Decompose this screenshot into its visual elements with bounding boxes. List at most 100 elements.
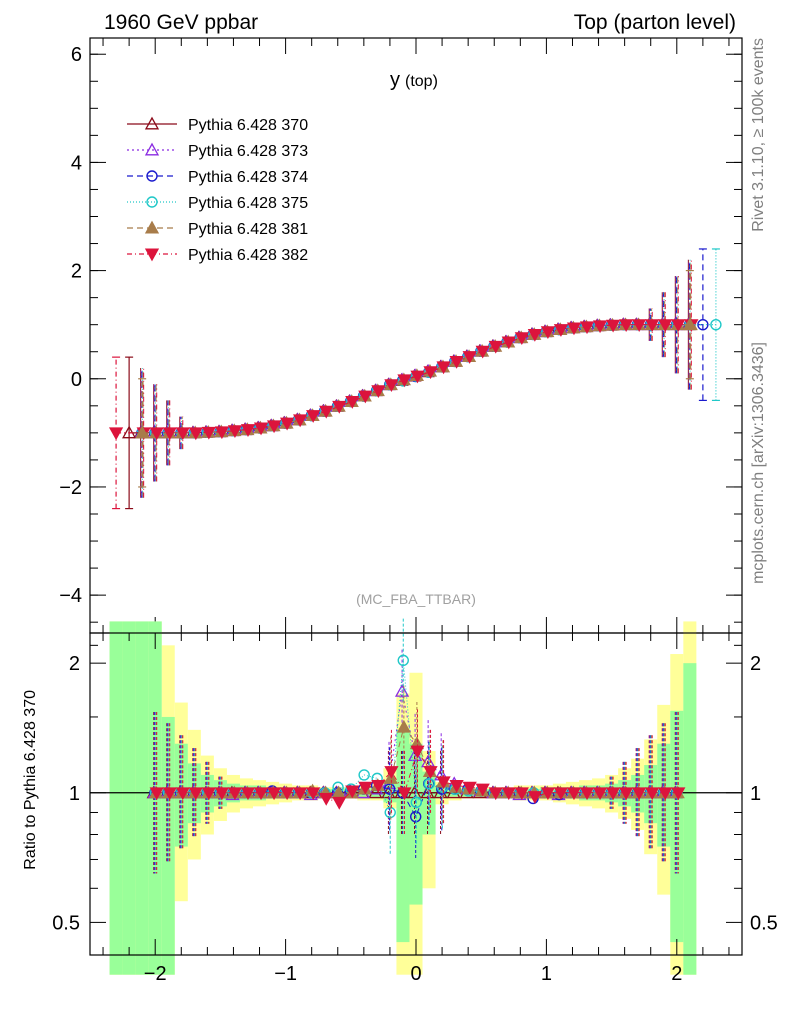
- edge-point: [135, 378, 150, 488]
- ratio-point: [671, 787, 686, 801]
- site-label: mcplots.cern.ch [arXiv:1306.3436]: [750, 342, 767, 584]
- ratio-point: [605, 787, 621, 801]
- legend-entry: Pythia 6.428 382: [127, 247, 308, 264]
- ratio-point: [423, 777, 436, 790]
- legend-marker: [144, 116, 160, 130]
- legend-label: Pythia 6.428 374: [188, 169, 308, 186]
- green-band-bin: [122, 621, 136, 975]
- ratio-point: [645, 787, 660, 801]
- ratio-point: [397, 654, 409, 667]
- ratio-point: [410, 810, 422, 823]
- x-tick-label: −2: [144, 963, 167, 985]
- ratio-point: [410, 745, 425, 759]
- ratio-series-382: [149, 709, 686, 874]
- edge-point: [682, 269, 697, 380]
- data-point: [384, 379, 399, 393]
- ratio-y-tick-label: 0.5: [52, 912, 80, 934]
- ratio-point: [592, 787, 608, 801]
- ratio-point: [266, 787, 282, 801]
- data-point: [319, 405, 334, 419]
- data-point: [658, 319, 673, 333]
- data-point: [227, 425, 243, 439]
- ratio-point: [306, 787, 321, 801]
- ratio-point: [397, 787, 412, 801]
- legend-marker: [144, 142, 160, 156]
- data-point: [397, 374, 412, 388]
- ratio-ylabel: Ratio to Pythia 6.428 370: [22, 690, 39, 870]
- data-point: [566, 322, 582, 336]
- ratio-point: [396, 719, 411, 733]
- x-tick-label: 1: [541, 963, 552, 985]
- y-tick-label: 6: [71, 44, 82, 66]
- ratio-point: [358, 769, 370, 781]
- data-point: [579, 321, 595, 335]
- y-tick-label: −2: [59, 477, 82, 499]
- ratio-y-tick-label: 1: [69, 783, 80, 805]
- series-382: [136, 259, 699, 498]
- data-point: [240, 424, 256, 437]
- x-tick-label: 2: [671, 963, 682, 985]
- data-point: [266, 420, 282, 434]
- ratio-y-tick-label: 1: [750, 783, 761, 805]
- ratio-point: [632, 787, 647, 801]
- ratio-point: [227, 787, 243, 801]
- data-point: [605, 319, 621, 333]
- ratio-y-tick-label: 0.5: [750, 912, 778, 934]
- legend-label: Pythia 6.428 373: [188, 143, 308, 160]
- ratio-point: [345, 785, 360, 799]
- data-point: [645, 319, 660, 333]
- ratio-y-tick-label: 2: [69, 653, 80, 675]
- green-band-bin: [396, 729, 410, 943]
- data-point: [149, 427, 164, 441]
- data-point: [135, 425, 150, 439]
- data-point: [253, 422, 269, 436]
- data-point: [682, 317, 697, 331]
- data-point: [358, 390, 373, 404]
- data-point: [475, 345, 490, 359]
- legend-label: Pythia 6.428 370: [188, 117, 308, 134]
- data-point: [632, 319, 647, 333]
- main-title-sub: (top): [405, 73, 438, 90]
- green-band-bin: [683, 663, 697, 975]
- green-band-bin: [109, 621, 123, 975]
- data-point: [710, 318, 722, 331]
- green-band-bin: [409, 743, 423, 905]
- ratio-point: [358, 781, 373, 795]
- data-point: [306, 410, 321, 423]
- legend-marker: [146, 170, 158, 182]
- data-point: [175, 427, 190, 441]
- main-title-y: y: [390, 69, 400, 91]
- data-point: [462, 351, 477, 364]
- x-tick-label: −1: [274, 963, 297, 985]
- legend-marker: [144, 248, 160, 262]
- legend: Pythia 6.428 370 Pythia 6.428 373 Pythia 6…: [127, 116, 308, 264]
- header-left: 1960 GeV ppbar: [104, 11, 258, 34]
- data-point: [540, 326, 556, 340]
- rivet-label: Rivet 3.1.10, ≥ 100k events: [750, 38, 767, 232]
- ratio-point: [240, 787, 256, 801]
- data-point: [214, 426, 230, 440]
- data-point: [332, 400, 347, 414]
- legend-entry: Pythia 6.428 374: [127, 169, 308, 186]
- analysis-label: (MC_FBA_TTBAR): [356, 591, 476, 607]
- main-panel: 6 4 2 0 −2 −4: [59, 37, 743, 634]
- ratio-point: [501, 787, 516, 801]
- ratio-point: [553, 787, 569, 801]
- ratio-point: [579, 787, 595, 801]
- ratio-point: [462, 781, 477, 795]
- data-point: [423, 366, 438, 380]
- ratio-point: [162, 787, 177, 801]
- legend-entry: Pythia 6.428 373: [127, 142, 308, 160]
- ratio-point: [436, 776, 451, 790]
- header-right: Top (parton level): [574, 11, 736, 34]
- y-tick-label: 4: [71, 152, 82, 174]
- ratio-point: [410, 796, 422, 809]
- data-point: [671, 319, 686, 333]
- ratio-point: [188, 787, 203, 801]
- data-point: [592, 320, 608, 334]
- data-point: [108, 427, 124, 441]
- ratio-point: [253, 787, 269, 801]
- ratio-point: [383, 783, 396, 795]
- ratio-point: [527, 791, 542, 804]
- green-band-bin: [670, 710, 684, 943]
